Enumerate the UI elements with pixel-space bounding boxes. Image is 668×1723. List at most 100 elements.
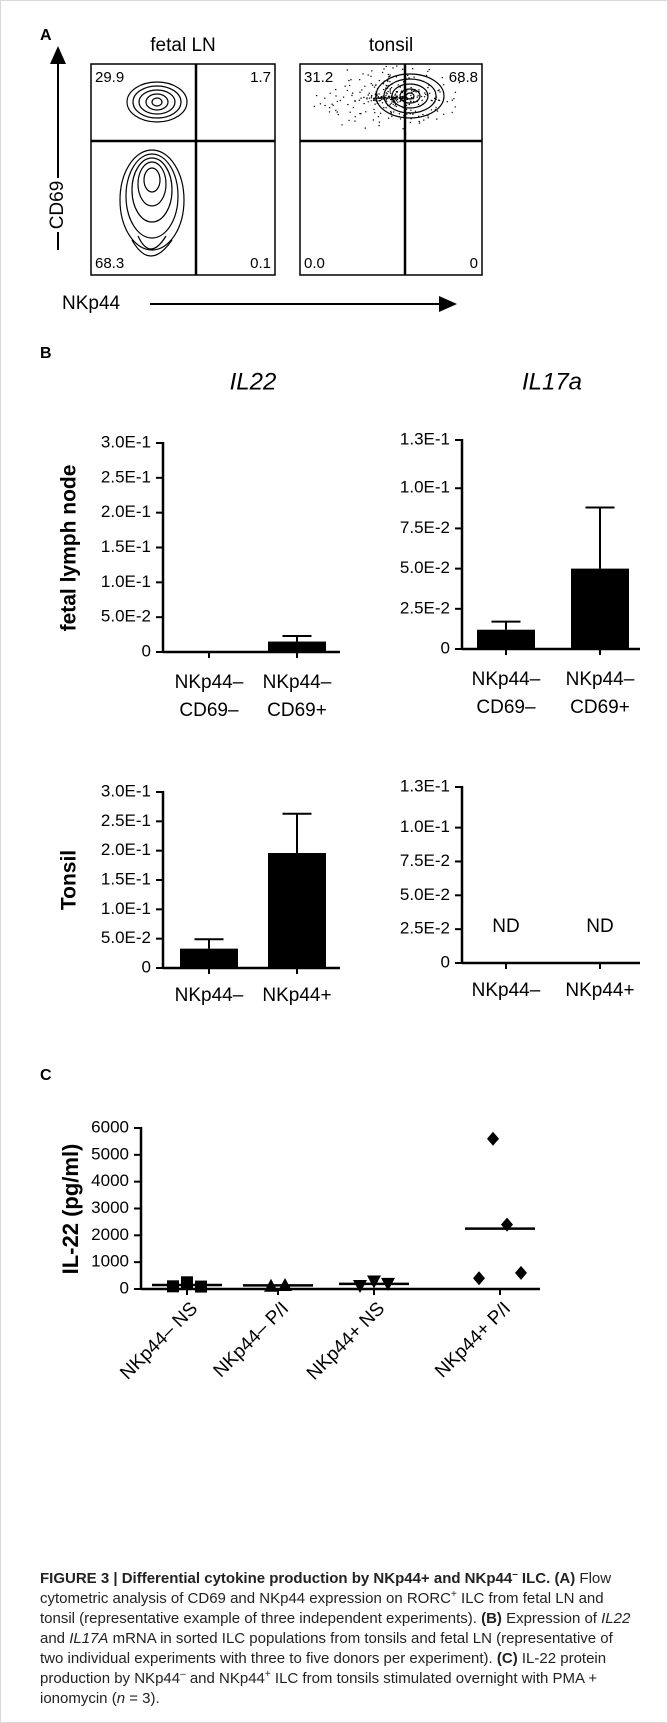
caption-text: (C) bbox=[496, 1650, 518, 1667]
event-dot bbox=[390, 92, 392, 95]
event-dot bbox=[370, 100, 372, 102]
event-dot bbox=[376, 94, 378, 97]
event-dot bbox=[418, 89, 420, 91]
panel-label: B bbox=[40, 345, 52, 362]
event-dot bbox=[346, 69, 348, 71]
event-dot bbox=[409, 98, 411, 100]
event-dot bbox=[436, 110, 439, 112]
event-dot bbox=[350, 79, 352, 81]
event-dot bbox=[396, 65, 398, 67]
event-dot bbox=[438, 89, 440, 91]
event-dot bbox=[394, 102, 396, 104]
quadrant-value: 68.3 bbox=[95, 255, 124, 272]
event-dot bbox=[437, 90, 439, 92]
event-dot bbox=[406, 102, 408, 104]
event-dot bbox=[390, 110, 392, 113]
event-dot bbox=[425, 93, 427, 96]
label-gap bbox=[48, 178, 68, 232]
event-dot bbox=[458, 82, 461, 84]
event-dot bbox=[402, 128, 404, 130]
event-dot bbox=[394, 105, 396, 107]
column-title: IL22 bbox=[230, 368, 277, 395]
event-dot bbox=[387, 85, 389, 87]
event-dot bbox=[420, 95, 423, 98]
caption-text: (A) bbox=[554, 1570, 576, 1587]
event-dot bbox=[376, 102, 378, 105]
event-dot bbox=[402, 68, 404, 71]
event-dot bbox=[401, 91, 404, 94]
event-dot bbox=[410, 94, 412, 97]
caption-text: Expression of bbox=[501, 1610, 602, 1627]
event-dot bbox=[428, 84, 430, 87]
y-tick-label: 1000 bbox=[91, 1252, 129, 1271]
caption-text: IL-22 protein production by NKp44 bbox=[40, 1650, 607, 1687]
y-tick-label: 5.0E-2 bbox=[400, 885, 450, 904]
quadrant-value: 0.0 bbox=[304, 255, 325, 272]
event-dot bbox=[377, 116, 380, 118]
x-tick-label: NKp44– bbox=[263, 672, 332, 693]
bar bbox=[180, 651, 238, 652]
event-dot bbox=[433, 102, 435, 104]
event-dot bbox=[409, 102, 411, 104]
event-dot bbox=[408, 77, 410, 79]
event-dot bbox=[324, 97, 326, 99]
event-dot bbox=[393, 111, 395, 113]
event-dot bbox=[391, 115, 393, 118]
event-dot bbox=[349, 111, 351, 113]
event-dot bbox=[389, 88, 391, 90]
event-dot bbox=[409, 113, 411, 115]
y-tick-label: 4000 bbox=[91, 1171, 129, 1190]
event-dot bbox=[374, 103, 376, 105]
event-dot bbox=[412, 98, 414, 100]
event-dot bbox=[382, 95, 385, 97]
event-dot bbox=[336, 100, 339, 103]
x-tick-label: NKp44– NS bbox=[116, 1298, 202, 1384]
event-dot bbox=[441, 76, 443, 79]
event-dot bbox=[454, 106, 456, 108]
x-tick-label: CD69+ bbox=[267, 700, 327, 721]
quadrant-value: 0 bbox=[470, 255, 478, 272]
event-dot bbox=[394, 103, 397, 106]
event-dot bbox=[344, 85, 346, 87]
event-dot bbox=[385, 102, 388, 105]
event-dot bbox=[397, 84, 399, 86]
event-dot bbox=[446, 101, 448, 103]
event-dot bbox=[328, 111, 331, 113]
y-tick-label: 0 bbox=[441, 952, 450, 971]
event-dot bbox=[396, 91, 398, 93]
event-dot bbox=[383, 88, 385, 91]
event-dot bbox=[387, 78, 390, 80]
event-dot bbox=[395, 76, 398, 78]
plot-title: fetal LN bbox=[150, 35, 215, 56]
event-dot bbox=[387, 97, 389, 99]
y-tick-label: 1.5E-1 bbox=[101, 537, 151, 556]
y-tick-label: 0 bbox=[441, 638, 450, 657]
event-dot bbox=[368, 97, 371, 99]
event-dot bbox=[386, 80, 389, 82]
event-dot bbox=[374, 99, 376, 101]
event-dot bbox=[413, 100, 415, 103]
event-dot bbox=[383, 68, 385, 70]
scatter-dots bbox=[313, 65, 461, 130]
event-dot bbox=[359, 91, 361, 93]
plot-title: tonsil bbox=[369, 35, 413, 56]
caption-text: + bbox=[451, 1589, 457, 1600]
event-dot bbox=[390, 112, 392, 115]
event-dot bbox=[423, 119, 425, 121]
x-tick-label: NKp44+ bbox=[565, 980, 634, 1001]
event-dot bbox=[412, 90, 414, 92]
y-tick-label: 5000 bbox=[91, 1144, 129, 1163]
event-dot bbox=[417, 95, 419, 97]
annotation: ND bbox=[492, 916, 519, 937]
event-dot bbox=[315, 94, 318, 97]
event-dot bbox=[389, 89, 391, 91]
event-dot bbox=[434, 109, 437, 111]
event-dot bbox=[385, 99, 387, 101]
caption-text: IL22 bbox=[601, 1610, 631, 1627]
event-dot bbox=[390, 98, 392, 101]
x-tick-label: NKp44– bbox=[566, 669, 635, 690]
event-dot bbox=[402, 106, 404, 109]
event-dot bbox=[371, 94, 373, 97]
event-dot bbox=[439, 91, 441, 93]
contours bbox=[375, 73, 445, 119]
